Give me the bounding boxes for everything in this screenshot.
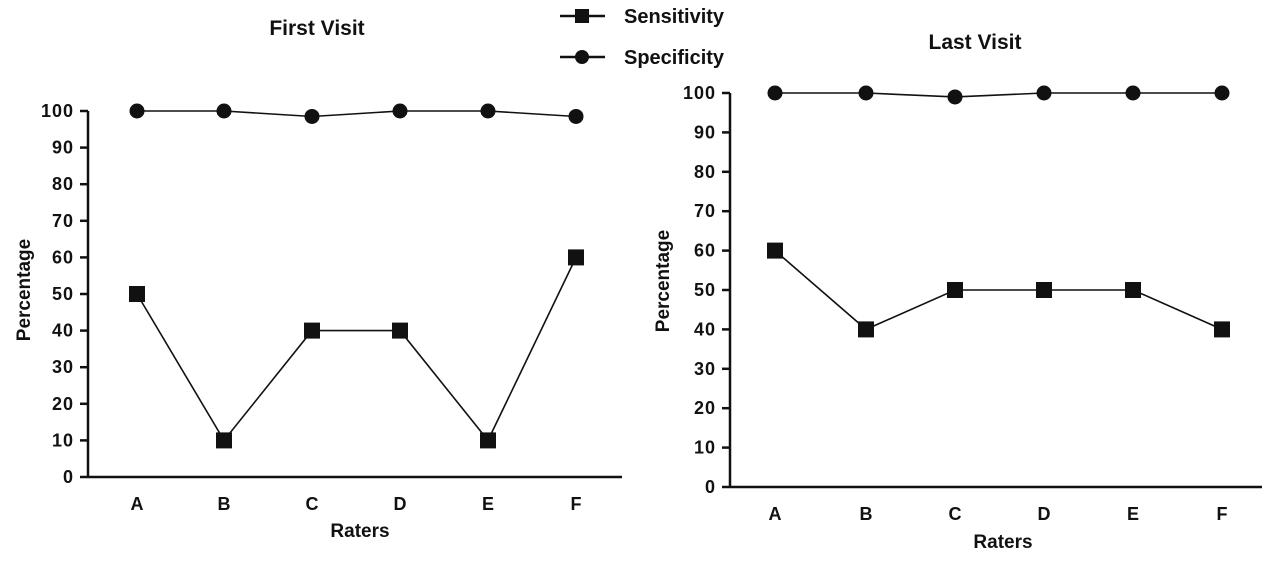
y-tick-label: 80 [694,162,716,182]
legend-marker-circle [575,50,589,64]
marks: Sensitivity A: 60 Sensitivity B: 40 Sensit… [767,85,1230,338]
chart-title: Last Visit [929,31,1022,54]
data-point-sensitivity: Sensitivity F: 60 [568,249,584,266]
chart-title: First Visit [269,17,364,40]
legend-marker-square [575,9,589,23]
data-point-specificity: Specificity B: 100 [858,85,874,101]
x-tick-label: E [1127,504,1139,524]
x-axis-label: Raters [973,532,1032,553]
y-tick-label: 30 [694,359,716,379]
x-tick-label: F [1217,504,1228,524]
y-tick-label: 70 [52,211,74,231]
data-point-sensitivity: Sensitivity B: 10 [216,432,232,449]
y-tick-label: 50 [52,284,74,304]
data-point-specificity: Specificity B: 100 [216,103,232,119]
data-point-sensitivity: Sensitivity E: 50 [1125,282,1141,298]
x-axis-label: Raters [330,521,389,542]
data-point-sensitivity: Sensitivity D: 50 [1036,282,1052,298]
data-point-specificity: Specificity A: 100 [767,85,783,101]
series-line-specificity [775,92,1222,98]
y-tick-label: 10 [694,438,716,458]
data-point-sensitivity: Sensitivity B: 40 [858,321,874,338]
y-tick-label: 20 [694,398,716,418]
x-tick-label: D [394,494,407,514]
data-point-specificity: Specificity F: 100 [1214,85,1230,101]
data-point-sensitivity: Sensitivity C: 40 [304,322,320,339]
x-tick-label: C [949,504,962,524]
x-tick-label: E [482,494,494,514]
legend-entry-sensitivity: Sensitivity [560,6,725,28]
series-line-sensitivity [136,257,577,442]
y-tick-label: 90 [52,138,74,158]
data-point-sensitivity: Sensitivity D: 40 [392,322,408,339]
series-line-sensitivity [774,249,1223,331]
x-tick-label: B [218,494,231,514]
data-point-specificity: Specificity D: 100 [392,103,408,119]
y-tick-label: 100 [683,83,716,103]
data-point-specificity: Specificity C: 99 [947,89,963,105]
y-tick-label: 30 [52,357,74,377]
y-tick-label: 80 [52,174,74,194]
y-tick-label: 60 [52,247,74,267]
y-tick-label: 50 [694,280,716,300]
y-tick-label: 40 [52,321,74,341]
data-point-sensitivity: Sensitivity C: 50 [947,282,963,298]
y-axis-label: Percentage [14,239,35,341]
y-tick-label: 0 [705,477,716,497]
y-tick-label: 0 [63,467,74,487]
x-tick-label: A [131,494,144,514]
data-point-sensitivity: Sensitivity F: 40 [1214,321,1230,338]
axes: 0 10 20 30 40 50 60 70 80 90 100 A B C D E F [683,83,1262,524]
x-tick-label: C [306,494,319,514]
x-tick-label: D [1038,504,1051,524]
marks: Sensitivity A: 50 Sensitivity B: 10 Sensit… [129,103,584,449]
series-line-specificity [137,110,577,118]
legend-label-specificity: Specificity [624,47,725,69]
x-tick-label: A [769,504,782,524]
y-tick-label: 60 [694,241,716,261]
legend-entry-specificity: Specificity [560,47,725,69]
legend: Sensitivity Specificity [560,6,725,69]
data-point-specificity: Specificity E: 100 [1125,85,1141,101]
data-point-sensitivity: Sensitivity A: 50 [129,286,145,302]
data-point-sensitivity: Sensitivity A: 60 [767,242,783,259]
y-tick-label: 100 [41,101,74,121]
axes: 0 10 20 30 40 50 60 70 80 90 100 A B C D E F [41,101,622,514]
y-tick-label: 40 [694,319,716,339]
y-tick-label: 70 [694,201,716,221]
y-tick-label: 10 [52,430,74,450]
x-tick-label: F [571,494,582,514]
data-point-sensitivity: Sensitivity E: 10 [480,432,496,449]
data-point-specificity: Specificity C: 98.5 [304,108,320,124]
y-axis-label: Percentage [653,230,674,332]
y-tick-label: 90 [694,122,716,142]
data-point-specificity: Specificity E: 100 [480,103,496,119]
x-tick-label: B [860,504,873,524]
chart-first-visit: First Visit Raters Percentage 0 10 20 30 40 5… [14,17,622,542]
data-point-specificity: Specificity A: 100 [129,103,145,119]
data-point-specificity: Specificity F: 98.5 [568,108,584,124]
chart-last-visit: Last Visit Raters Percentage 0 10 20 30 40 50… [653,31,1262,553]
y-tick-label: 20 [52,394,74,414]
data-point-specificity: Specificity D: 100 [1036,85,1052,101]
legend-label-sensitivity: Sensitivity [624,6,725,28]
